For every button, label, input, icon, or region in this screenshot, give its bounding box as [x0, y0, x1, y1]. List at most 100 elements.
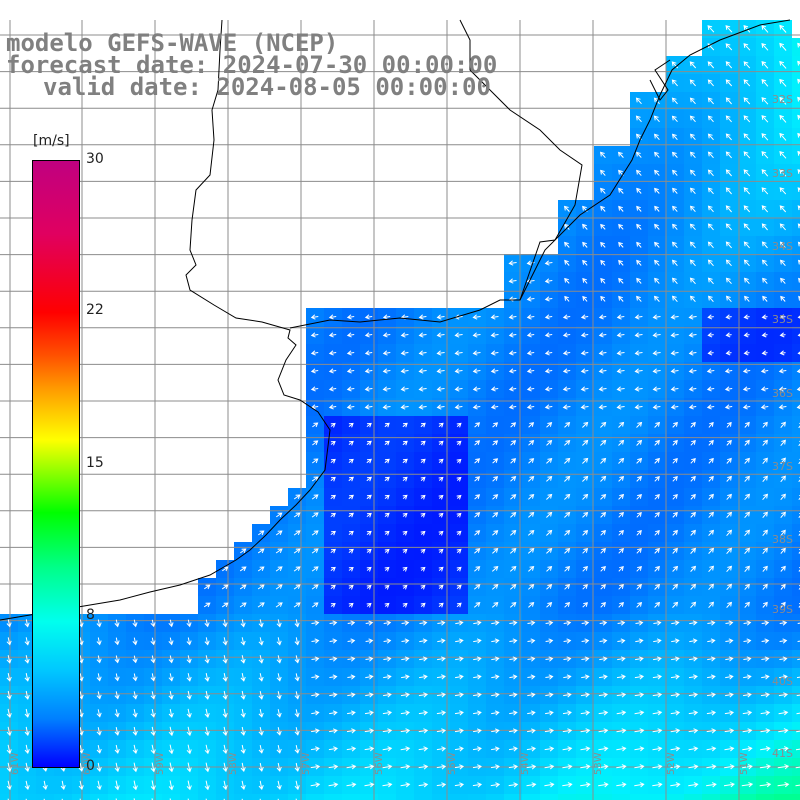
wind-speed-cell — [666, 794, 684, 800]
wind-speed-cell — [792, 344, 800, 362]
wind-arrow — [364, 746, 375, 752]
wind-arrow — [384, 566, 390, 572]
wind-arrow — [654, 583, 661, 590]
wind-arrow — [744, 295, 750, 302]
wind-arrow — [402, 548, 408, 554]
wind-speed-cell — [792, 650, 800, 668]
wind-speed-cell — [288, 794, 306, 800]
wind-arrow — [762, 421, 768, 428]
wind-arrow — [222, 566, 229, 572]
wind-arrow — [564, 277, 570, 284]
wind-arrow — [759, 782, 772, 788]
wind-arrow — [707, 223, 714, 231]
wind-arrow — [563, 674, 572, 680]
wind-arrow — [437, 638, 446, 644]
wind-arrow — [689, 223, 696, 231]
wind-arrow — [310, 350, 319, 356]
wind-arrow — [168, 780, 174, 791]
wind-arrow — [707, 656, 716, 662]
wind-arrow — [365, 656, 374, 662]
wind-arrow — [204, 637, 210, 646]
wind-arrow — [186, 655, 192, 664]
wind-arrow — [420, 548, 426, 554]
wind-speed-cell — [414, 794, 432, 800]
wind-arrow — [652, 782, 663, 788]
wind-arrow — [168, 619, 174, 628]
wind-arrow — [418, 710, 429, 716]
wind-arrow — [618, 223, 624, 230]
wind-arrow — [527, 620, 536, 626]
wind-arrow — [456, 422, 462, 428]
wind-arrow — [797, 60, 800, 66]
wind-arrow — [759, 764, 772, 770]
wind-arrow — [329, 638, 338, 644]
wind-arrow — [544, 260, 553, 266]
longitude-label: 52W — [666, 752, 677, 775]
wind-arrow — [743, 97, 751, 105]
wind-arrow — [472, 746, 482, 752]
wind-arrow — [636, 439, 643, 446]
wind-arrow — [438, 494, 444, 500]
wind-arrow — [472, 314, 481, 320]
wind-arrow — [132, 780, 138, 791]
wind-arrow — [797, 96, 800, 102]
wind-arrow — [743, 620, 752, 626]
wind-arrow — [473, 692, 482, 698]
wind-speed-cell — [396, 794, 414, 800]
wind-arrow — [742, 386, 751, 392]
wind-arrow — [562, 332, 571, 338]
wind-arrow — [689, 169, 696, 177]
wind-speed-cell — [792, 182, 800, 200]
wind-arrow — [328, 404, 337, 410]
wind-arrow — [294, 744, 300, 754]
wind-arrow — [204, 708, 210, 719]
wind-arrow — [455, 620, 464, 626]
wind-arrow — [689, 151, 696, 159]
wind-arrow — [456, 548, 462, 554]
wind-arrow — [600, 169, 606, 176]
wind-direction-arrows — [6, 24, 800, 800]
wind-speed-cell — [792, 524, 800, 542]
wind-arrow — [618, 475, 625, 482]
wind-arrow — [672, 547, 678, 554]
wind-arrow — [779, 24, 787, 33]
wind-arrow — [598, 710, 609, 716]
wind-arrow — [24, 780, 30, 791]
wind-arrow — [761, 259, 768, 267]
wind-arrow — [544, 746, 555, 752]
wind-arrow — [546, 493, 553, 500]
wind-arrow — [348, 566, 354, 572]
wind-arrow — [726, 583, 733, 591]
wind-arrow — [798, 458, 800, 465]
wind-arrow — [418, 386, 427, 392]
wind-arrow — [400, 692, 410, 698]
latitude-label: 35S — [772, 313, 793, 326]
wind-arrow — [779, 620, 788, 626]
wind-arrow — [364, 728, 375, 734]
wind-arrow — [690, 601, 697, 609]
wind-arrow — [616, 710, 627, 716]
wind-arrow — [186, 673, 192, 682]
wind-arrow — [528, 493, 535, 500]
wind-arrow — [438, 584, 444, 590]
wind-arrow — [509, 638, 518, 644]
wind-speed-cell — [162, 794, 180, 800]
wind-arrow — [598, 314, 607, 320]
wind-arrow — [708, 475, 714, 482]
wind-arrow — [797, 150, 800, 156]
wind-arrow — [599, 674, 608, 680]
wind-arrow — [546, 439, 553, 446]
wind-arrow — [762, 511, 768, 519]
wind-arrow — [382, 314, 391, 320]
wind-arrow — [204, 744, 210, 755]
wind-arrow — [636, 205, 642, 212]
wind-arrow — [150, 708, 156, 718]
wind-speed-cell — [54, 794, 72, 800]
wind-arrow — [582, 548, 589, 554]
wind-arrow — [114, 619, 120, 628]
wind-arrow — [671, 241, 678, 249]
wind-speed-cell — [792, 596, 800, 614]
wind-arrow — [132, 673, 138, 682]
wind-arrow — [616, 746, 627, 752]
wind-arrow — [456, 458, 462, 464]
